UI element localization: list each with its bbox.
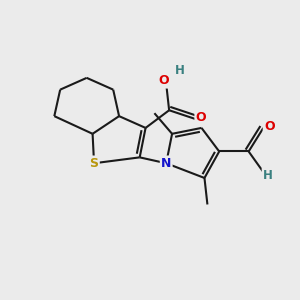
Text: O: O [264, 120, 274, 133]
Text: N: N [161, 157, 171, 170]
Text: H: H [175, 64, 184, 77]
Text: O: O [196, 111, 206, 124]
Text: H: H [263, 169, 273, 182]
Text: S: S [90, 157, 99, 170]
Text: O: O [158, 74, 169, 87]
